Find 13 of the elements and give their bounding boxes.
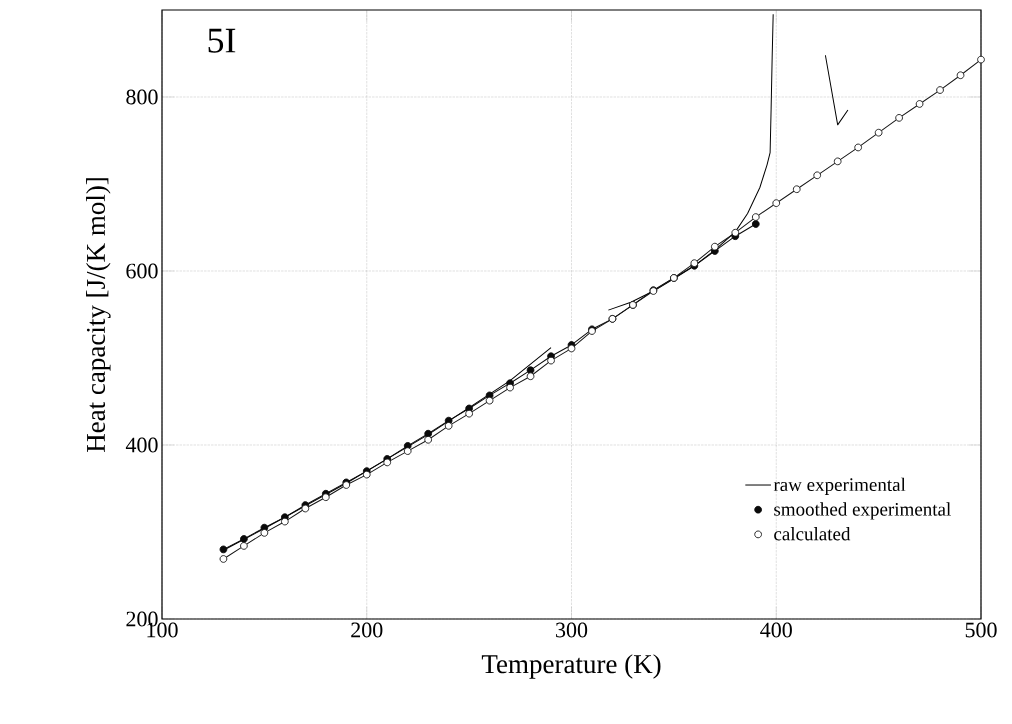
x-tick-label: 200 xyxy=(351,622,383,638)
x-axis-title: Temperature (K) xyxy=(481,654,661,679)
legend-label: smoothed experimental xyxy=(774,502,951,520)
legend-label: calculated xyxy=(774,527,851,541)
x-tick-label: 500 xyxy=(965,622,997,638)
y-tick-label: 800 xyxy=(126,89,158,105)
y-tick-label: 400 xyxy=(125,437,158,453)
y-axis-title: Heat capacity [J/(K mol)] xyxy=(86,178,111,453)
x-tick-label: 400 xyxy=(760,622,792,638)
legend-label: raw experimental xyxy=(773,477,906,495)
y-tick-label: 600 xyxy=(126,263,158,279)
x-tick-label: 300 xyxy=(556,622,588,638)
annotation: 5I xyxy=(208,28,236,53)
